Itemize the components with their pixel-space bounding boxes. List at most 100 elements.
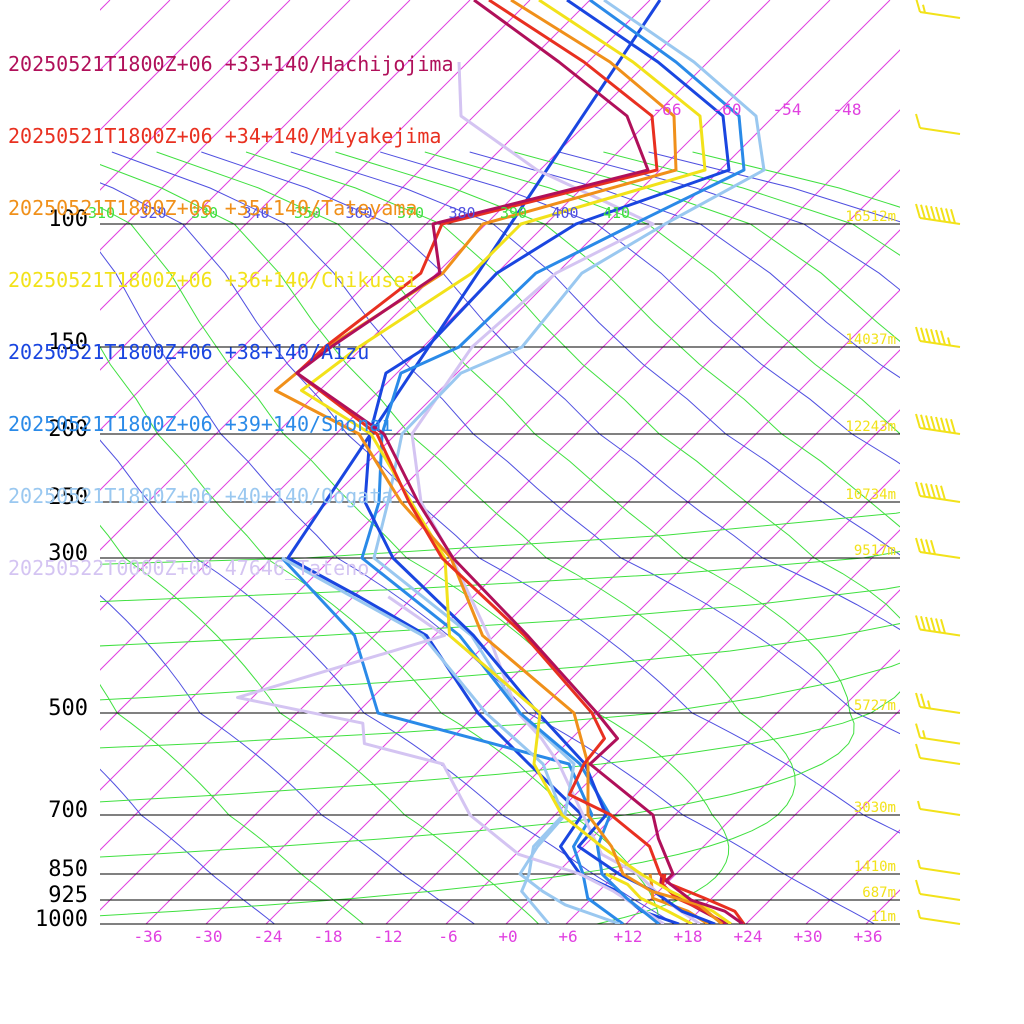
temperature-tick-label: -12 — [374, 927, 403, 946]
legend-entry: 20250521T1800Z+06 +39+140/Shonai — [8, 412, 394, 436]
temperature-tick-label: +24 — [734, 927, 763, 946]
temperature-tick-label: +0 — [498, 927, 517, 946]
legend-entry: 20250521T1800Z+06 +35+140/Tateyama — [8, 196, 418, 220]
temperature-tick-label: +18 — [674, 927, 703, 946]
wind-barb — [915, 113, 961, 135]
isotherm-line — [325, 349, 900, 924]
isotherm-line — [100, 0, 771, 671]
wind-barb — [917, 909, 961, 925]
wind-barb — [915, 0, 961, 19]
dry-adiabat — [648, 151, 900, 223]
wind-barb — [915, 723, 961, 745]
theta-label: 410 — [603, 204, 630, 222]
pressure-tick-label: 200 — [48, 417, 88, 442]
pressure-tick-label: 250 — [48, 485, 88, 510]
height-label: 12243m — [845, 419, 896, 435]
legend-entry: 20250521T1800Z+06 +38+140/Aizu — [8, 340, 370, 364]
moist-adiabat — [100, 206, 730, 924]
isotherm-line — [100, 109, 900, 911]
temperature-tick-label: +30 — [794, 927, 823, 946]
wind-barb — [915, 481, 961, 503]
isotherm-line — [205, 229, 900, 924]
height-label: 5727m — [854, 698, 896, 714]
isotherm-line — [505, 529, 900, 924]
temperature-line — [295, 0, 744, 924]
temperature-tick-label: -6 — [438, 927, 457, 946]
isotherm-line — [100, 0, 411, 311]
dry-adiabat — [100, 251, 875, 924]
temperature-tick-label: -30 — [194, 927, 223, 946]
moist-adiabat — [100, 151, 855, 858]
moist-adiabat — [100, 683, 364, 924]
wind-barb — [915, 326, 961, 348]
temperature-tick-label: +36 — [854, 927, 883, 946]
wind-barb — [915, 537, 961, 559]
upper-temperature-label: -48 — [833, 100, 862, 119]
dry-adiabat — [201, 151, 900, 631]
wind-barb — [917, 859, 961, 875]
isotherm-line — [625, 649, 900, 924]
moist-adiabat — [100, 151, 900, 749]
dewpoint-line — [605, 872, 693, 924]
dry-adiabat — [111, 151, 900, 735]
theta-label: 400 — [552, 204, 579, 222]
legend-entry: 20250522T0000Z+00 47646_Tateno — [8, 556, 370, 580]
legend-entry: 20250521T1800Z+06 +33+140/Hachijojima — [8, 52, 454, 76]
moist-adiabat — [100, 151, 900, 803]
temperature-tick-label: -24 — [254, 927, 283, 946]
isotherm-line — [805, 829, 900, 924]
isotherm-line — [100, 0, 891, 791]
dry-adiabat — [469, 151, 900, 379]
height-label: 14037m — [845, 332, 896, 348]
grid-lines — [100, 0, 1024, 924]
pressure-tick-label: 150 — [48, 330, 88, 355]
temperature-line — [295, 0, 746, 924]
temperature-tick-label: +6 — [558, 927, 577, 946]
theta-label: 330 — [191, 204, 218, 222]
height-label: 1410m — [854, 859, 896, 875]
height-label: 16512m — [845, 209, 896, 225]
temperature-tick-label: -36 — [134, 927, 163, 946]
axis-labels: 100 16512m 150 14037m 200 12243m 250 10734m 300 9… — [35, 100, 896, 946]
moist-adiabat — [100, 164, 796, 917]
wind-barb — [915, 743, 961, 765]
temperature-line — [372, 0, 766, 924]
pressure-tick-label: 925 — [48, 883, 88, 908]
isotherm-line — [100, 49, 900, 851]
pressure-tick-label: 1000 — [35, 907, 88, 932]
temperature-tick-label: +12 — [614, 927, 643, 946]
dry-adiabat — [100, 768, 275, 924]
temperature-tick-label: -18 — [314, 927, 343, 946]
height-label: 3030m — [854, 800, 896, 816]
profile-lines — [236, 0, 766, 924]
observed-dewpoint-line — [236, 595, 665, 924]
moist-adiabat — [100, 524, 539, 924]
isotherm-line — [565, 589, 900, 924]
wind-barb — [915, 692, 961, 714]
isotherm-line — [100, 0, 531, 431]
pressure-tick-label: 100 — [48, 207, 88, 232]
dry-adiabat — [290, 151, 900, 556]
temperature-line — [363, 0, 731, 924]
isotherm-line — [100, 0, 471, 371]
isotherm-line — [926, 0, 1024, 924]
dry-adiabat — [100, 594, 475, 924]
pressure-tick-label: 300 — [48, 541, 88, 566]
theta-label: 360 — [346, 204, 373, 222]
isotherm-line — [865, 889, 900, 924]
dry-adiabat — [380, 151, 900, 465]
isotherm-line — [265, 289, 900, 924]
observed-temperature-line — [410, 61, 701, 924]
pressure-tick-label: 850 — [48, 857, 88, 882]
wind-barb — [915, 879, 961, 901]
theta-label: 320 — [140, 204, 167, 222]
isobar-lines — [100, 223, 900, 925]
isotherm-line — [100, 0, 591, 491]
theta-label: 340 — [243, 204, 270, 222]
theta-label: 390 — [500, 204, 527, 222]
isotherm-line — [100, 0, 351, 251]
temperature-line — [360, 0, 746, 924]
upper-temperature-label: -60 — [713, 100, 742, 119]
wind-barbs — [915, 0, 961, 925]
legend: 20250521T1800Z+06 +33+140/Hachijojima 20… — [8, 4, 454, 604]
